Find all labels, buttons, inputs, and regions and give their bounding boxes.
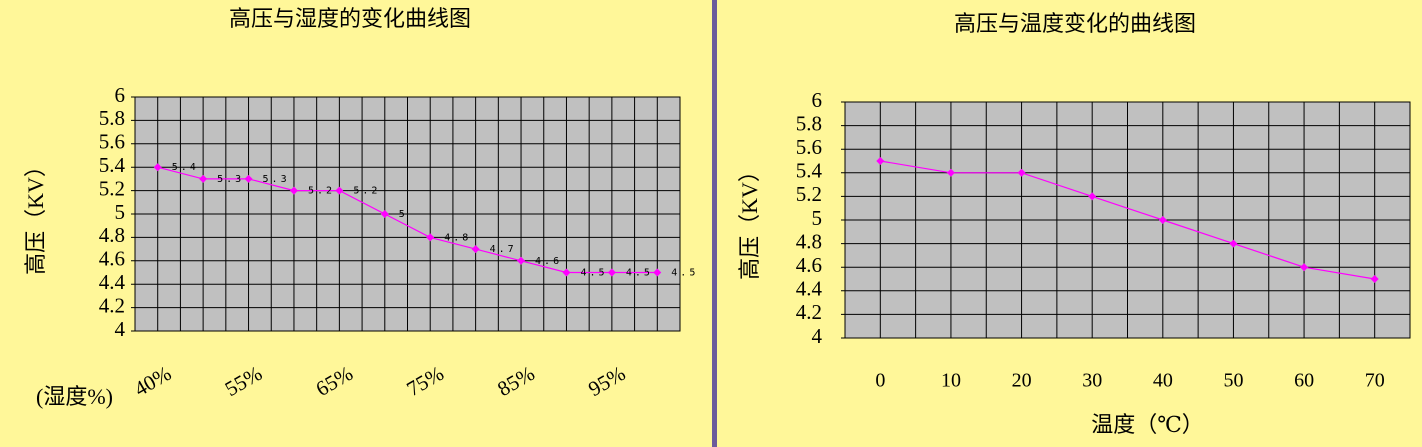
x-tick-label: 10 <box>941 370 961 392</box>
data-point <box>1370 275 1379 283</box>
series-line <box>880 160 1375 280</box>
data-point <box>1229 239 1238 248</box>
divider <box>712 0 717 447</box>
data-point <box>199 174 208 183</box>
y-tick-label: 5.4 <box>99 153 126 177</box>
y-tick-label: 5.6 <box>99 130 125 154</box>
x-tick-label: 30 <box>1082 370 1102 392</box>
x-tick-label: 60 <box>1294 370 1314 392</box>
data-label: 5.3 <box>263 174 290 185</box>
data-point <box>1158 216 1167 224</box>
x-tick-label: 70 <box>1365 370 1385 392</box>
y-tick-label: 5.8 <box>796 111 822 135</box>
data-point <box>517 256 526 265</box>
data-point <box>426 233 435 242</box>
data-point <box>1300 263 1309 272</box>
data-point <box>562 268 571 277</box>
x-tick-label: 40% <box>130 361 175 401</box>
data-label: 5.2 <box>353 186 380 197</box>
y-tick-label: 5.4 <box>796 159 823 183</box>
data-label: 4.5 <box>580 268 607 279</box>
x-axis-label: (湿度%) <box>36 384 113 409</box>
x-tick-label: 0 <box>875 370 885 392</box>
data-point <box>1017 168 1026 177</box>
y-tick-label: 5.2 <box>99 176 125 200</box>
y-tick-label: 4.2 <box>99 293 125 317</box>
chart-title: 高压与温度变化的曲线图 <box>954 12 1196 37</box>
data-label: 4.8 <box>444 232 471 243</box>
data-point <box>607 268 616 277</box>
x-tick-label: 95% <box>584 361 629 401</box>
x-tick-label: 40 <box>1153 370 1173 392</box>
data-label: 5.2 <box>308 186 335 197</box>
y-tick-label: 5.6 <box>796 135 822 159</box>
data-point <box>653 268 662 277</box>
data-point <box>380 210 389 218</box>
y-tick-label: 5.8 <box>99 106 125 130</box>
data-label: 4.7 <box>490 244 517 255</box>
y-tick-label: 4.6 <box>99 247 125 271</box>
y-tick-label: 6 <box>812 88 823 112</box>
data-point <box>335 186 344 195</box>
x-tick-label: 65% <box>312 361 357 401</box>
series-line <box>157 166 658 274</box>
x-tick-label: 50 <box>1223 370 1243 392</box>
y-tick-label: 5.2 <box>796 182 822 206</box>
y-tick-label: 5 <box>115 200 126 224</box>
y-tick-label: 4.2 <box>796 300 822 324</box>
data-label: 4.5 <box>671 268 698 279</box>
data-point <box>471 245 480 254</box>
x-tick-label: 55% <box>221 361 266 401</box>
data-point <box>1088 192 1097 201</box>
y-tick-label: 4 <box>115 317 126 341</box>
y-tick-label: 4.8 <box>796 229 822 253</box>
data-point <box>876 157 885 165</box>
x-tick-label: 75% <box>402 361 447 401</box>
y-tick-label: 4 <box>812 324 823 348</box>
x-tick-label: 20 <box>1012 370 1032 392</box>
y-tick-label: 4.8 <box>99 223 125 247</box>
y-tick-label: 4.4 <box>99 270 126 294</box>
y-tick-label: 4.4 <box>796 277 823 301</box>
data-point <box>946 168 955 177</box>
y-tick-label: 5 <box>812 206 823 230</box>
x-axis-label: 温度（℃） <box>1091 412 1204 437</box>
data-label: 5.3 <box>217 174 244 185</box>
y-axis-label: 高压（KV） <box>23 155 48 275</box>
data-point <box>153 163 162 172</box>
data-point <box>289 186 298 195</box>
data-label: 5.4 <box>172 162 199 173</box>
y-axis-label: 高压（KV） <box>737 160 762 280</box>
y-tick-label: 4.6 <box>796 253 822 277</box>
y-tick-label: 6 <box>115 83 126 107</box>
data-label: 5 <box>399 209 408 220</box>
data-label: 4.6 <box>535 256 562 267</box>
data-point <box>244 174 253 183</box>
x-tick-label: 85% <box>493 361 538 401</box>
chart-title: 高压与湿度的变化曲线图 <box>229 7 471 32</box>
data-label: 4.5 <box>626 268 653 279</box>
